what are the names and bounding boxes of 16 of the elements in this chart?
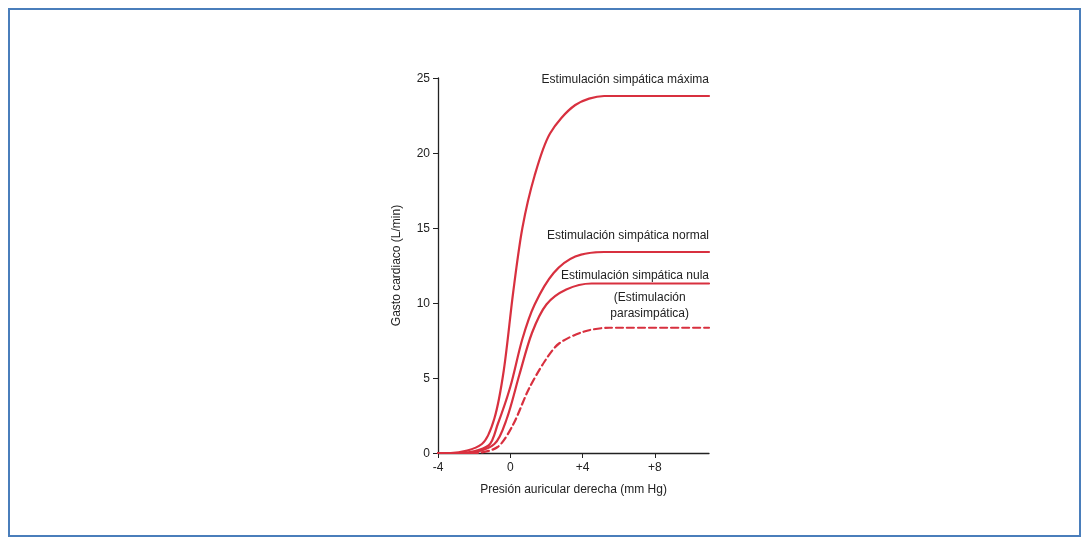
x-tick-label: +4 [575,460,590,474]
y-tick-label: 25 [416,71,431,85]
y-axis-title: Gasto cardiaco (L/min) [389,204,403,327]
x-axis-title: Presión auricular derecha (mm Hg) [480,482,667,496]
series-label: (Estimulación parasimpática) [610,289,689,320]
y-tick-label: 10 [416,296,431,310]
y-tick-label: 15 [416,221,431,235]
y-tick-label: 20 [416,146,431,160]
x-tick-label: -4 [432,460,444,474]
x-tick-label: 0 [506,460,514,474]
series-label: Estimulación simpática normal [546,228,709,242]
series-label: Estimulación simpática nula [560,267,710,282]
y-tick-label: 5 [423,371,431,385]
y-tick-label: 0 [423,446,431,460]
series-label: Estimulación simpática máxima [541,72,710,86]
x-tick-label: +8 [647,460,662,474]
